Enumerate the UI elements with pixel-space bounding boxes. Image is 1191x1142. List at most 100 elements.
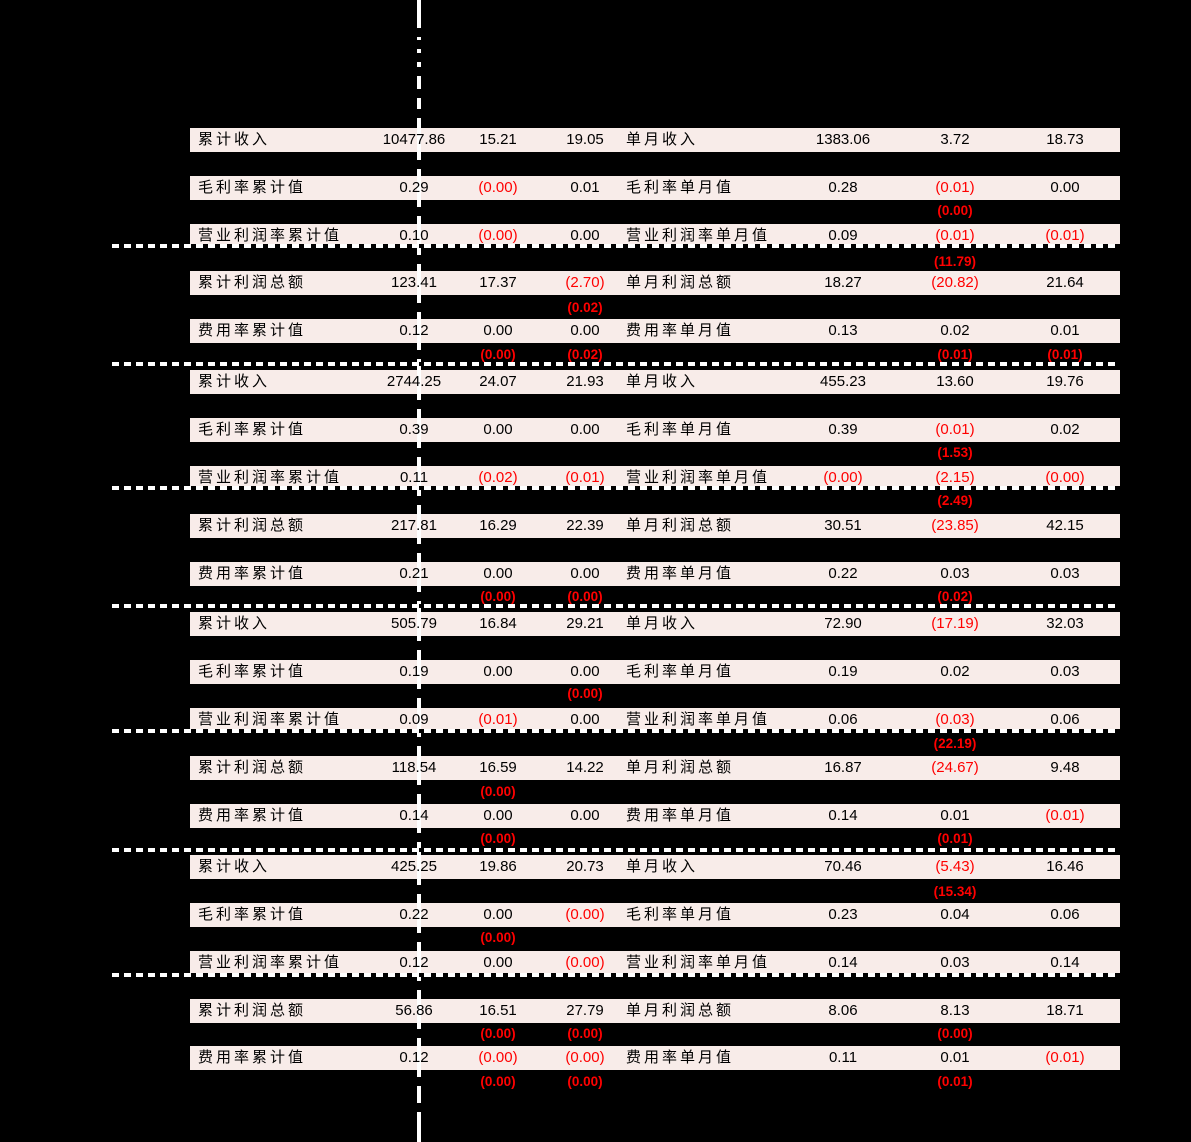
metric-value: 56.86 [395,1002,433,1019]
divider-line-text-fragment [417,53,421,62]
metric-value: 0.28 [828,179,858,196]
metric-value: 0.00 [483,565,513,582]
metric-value: 0.13 [828,322,858,339]
divider-line-text-fragment [417,885,421,894]
metric-value: 16.59 [479,759,517,776]
metric-label-cumulative: 毛利率累计值 [198,664,307,680]
section-dashed-divider [112,848,1120,852]
metric-value: 0.00 [570,227,600,244]
metric-value: 0.02 [940,322,970,339]
divider-line-text-fragment [417,1077,421,1086]
between-row-negative-value: (0.02) [937,589,973,604]
metric-value: 14.22 [566,759,604,776]
between-row-negative-value: (0.02) [567,300,603,315]
metric-value: 32.03 [1046,615,1084,632]
divider-line-text-fragment [417,981,421,990]
between-row-negative-value: (0.00) [480,1026,516,1041]
metric-label-monthly: 单月利润总额 [626,760,735,776]
table-row: 营业利润率累计值 0.12 0.00 (0.00) 营业利润率单月值 0.14 0.03 0.… [190,951,1120,975]
metric-value: 16.84 [479,615,517,632]
metric-value: 505.79 [391,615,437,632]
table-row: 累计收入 10477.86 15.21 19.05 单月收入 1383.06 3.72 18.… [190,128,1120,152]
metric-value: 0.01 [570,179,600,196]
between-row-negative-value: (0.00) [480,930,516,945]
column-divider-line [417,0,421,1142]
between-row-negative-value: (0.00) [937,1026,973,1041]
divider-line-text-fragment [417,255,421,264]
metric-value: 0.09 [399,711,429,728]
metric-value: 16.29 [479,517,517,534]
metric-label-cumulative: 累计利润总额 [198,1003,307,1019]
metric-value: 0.19 [828,663,858,680]
section-dashed-divider [112,244,1120,248]
metric-value: 217.81 [391,517,437,534]
table-row: 费用率累计值 0.12 0.00 0.00 费用率单月值 0.13 0.02 0.01 [190,319,1120,343]
metric-value: 0.00 [570,565,600,582]
metric-value: (0.01) [935,421,975,438]
section-dashed-divider [112,729,1120,733]
metric-value: (2.15) [935,469,975,486]
table-row: 累计收入 2744.25 24.07 21.93 单月收入 455.23 13.60 19.7… [190,370,1120,394]
metric-value: (0.01) [1045,1049,1085,1066]
metric-value: 16.46 [1046,858,1084,875]
metric-value: (2.70) [565,274,605,291]
divider-line-text-fragment [417,207,421,216]
metric-value: 123.41 [391,274,437,291]
metric-value: 27.79 [566,1002,604,1019]
metric-value: 19.05 [566,131,604,148]
metric-value: 3.72 [940,131,970,148]
metric-value: 0.00 [570,322,600,339]
metric-value: (0.01) [1045,807,1085,824]
metric-value: 0.01 [940,1049,970,1066]
divider-line-text-fragment [417,160,421,169]
metric-value: 0.10 [399,227,429,244]
table-row: 累计利润总额 118.54 16.59 14.22 单月利润总额 16.87 (24.67)… [190,756,1120,780]
metric-value: 16.51 [479,1002,517,1019]
metric-value: 0.39 [828,421,858,438]
table-row: 毛利率累计值 0.29 (0.00) 0.01 毛利率单月值 0.28 (0.01) 0.00 [190,176,1120,200]
metric-value: 9.48 [1050,759,1080,776]
section-dashed-divider [112,604,1120,608]
divider-line-text-fragment [417,109,421,118]
metric-value: 29.21 [566,615,604,632]
metric-label-cumulative: 毛利率累计值 [198,422,307,438]
metric-value: 0.00 [570,807,600,824]
table-row: 累计收入 425.25 19.86 20.73 单月收入 70.46 (5.43) 16.46 [190,855,1120,879]
metric-value: (0.00) [565,1049,605,1066]
metric-label-monthly: 费用率单月值 [626,1050,735,1066]
metric-value: 0.03 [1050,565,1080,582]
metric-label-cumulative: 毛利率累计值 [198,180,307,196]
metric-value: 15.21 [479,131,517,148]
metric-label-monthly: 营业利润率单月值 [626,470,771,486]
metric-value: 0.22 [399,906,429,923]
metric-value: 0.14 [828,954,858,971]
metric-value: 0.02 [940,663,970,680]
between-row-negative-value: (11.79) [933,254,977,269]
metric-value: 10477.86 [382,131,446,148]
between-row-negative-value: (0.00) [480,589,516,604]
metric-label-monthly: 单月收入 [626,859,699,875]
metric-label-monthly: 营业利润率单月值 [626,955,771,971]
between-row-negative-value: (0.01) [937,831,973,846]
metric-value: 8.13 [940,1002,970,1019]
section-dashed-divider [112,486,1120,490]
metric-label-cumulative: 费用率累计值 [198,323,307,339]
metric-value: (0.01) [935,227,975,244]
metric-value: 0.14 [399,807,429,824]
metric-value: (0.02) [478,469,518,486]
metric-value: 70.46 [824,858,862,875]
metric-label-cumulative: 累计收入 [198,616,271,632]
metric-value: 22.39 [566,517,604,534]
metric-value: 0.14 [1050,954,1080,971]
metric-value: 0.03 [940,954,970,971]
metric-value: (0.00) [478,179,518,196]
metric-value: 13.60 [936,373,974,390]
divider-line-text-fragment [417,1103,421,1112]
metric-label-monthly: 单月利润总额 [626,275,735,291]
metric-value: 0.00 [570,663,600,680]
metric-label-cumulative: 营业利润率累计值 [198,712,343,728]
metric-label-monthly: 毛利率单月值 [626,422,735,438]
metric-value: 19.86 [479,858,517,875]
metric-value: 0.12 [399,954,429,971]
